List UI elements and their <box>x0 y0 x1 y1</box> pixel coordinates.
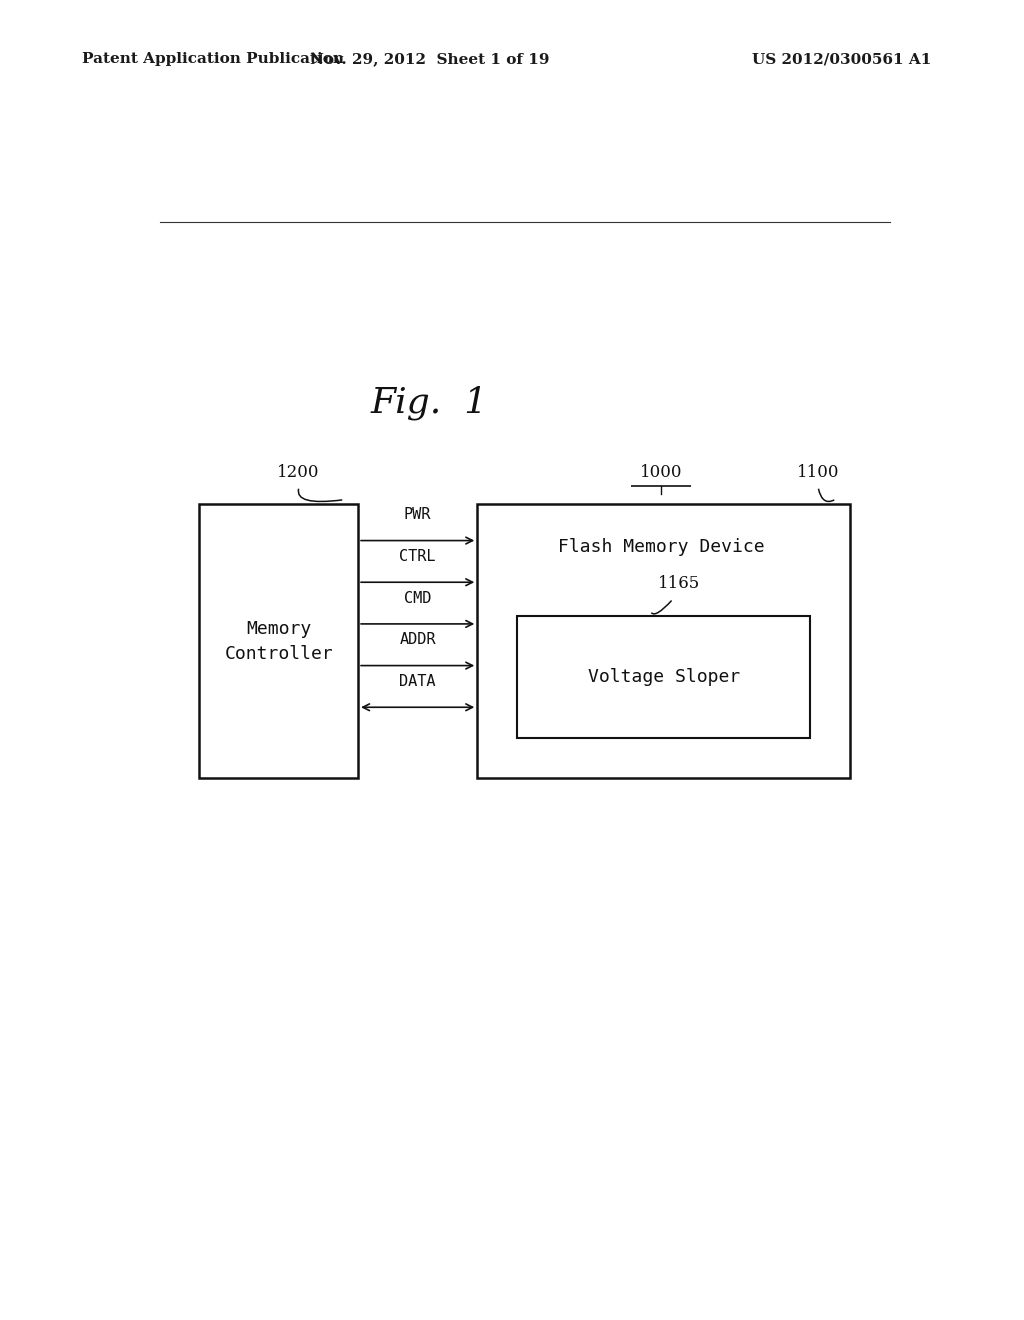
Text: US 2012/0300561 A1: US 2012/0300561 A1 <box>753 53 932 66</box>
Bar <box>200 504 358 779</box>
Text: Voltage Sloper: Voltage Sloper <box>588 668 739 686</box>
Text: CTRL: CTRL <box>399 549 436 564</box>
Text: ADDR: ADDR <box>399 632 436 647</box>
Text: 1100: 1100 <box>797 463 840 480</box>
Text: Nov. 29, 2012  Sheet 1 of 19: Nov. 29, 2012 Sheet 1 of 19 <box>310 53 550 66</box>
Text: PWR: PWR <box>404 507 431 523</box>
Text: DATA: DATA <box>399 675 436 689</box>
Text: CMD: CMD <box>404 590 431 606</box>
Text: 1165: 1165 <box>658 576 700 593</box>
Text: Flash Memory Device: Flash Memory Device <box>558 537 765 556</box>
Text: Patent Application Publication: Patent Application Publication <box>82 53 344 66</box>
Bar <box>517 615 811 738</box>
Text: 1200: 1200 <box>278 463 319 480</box>
Text: 1000: 1000 <box>640 463 683 480</box>
Text: Fig.  1: Fig. 1 <box>371 385 488 420</box>
Text: Memory
Controller: Memory Controller <box>224 619 333 663</box>
Bar <box>477 504 850 779</box>
